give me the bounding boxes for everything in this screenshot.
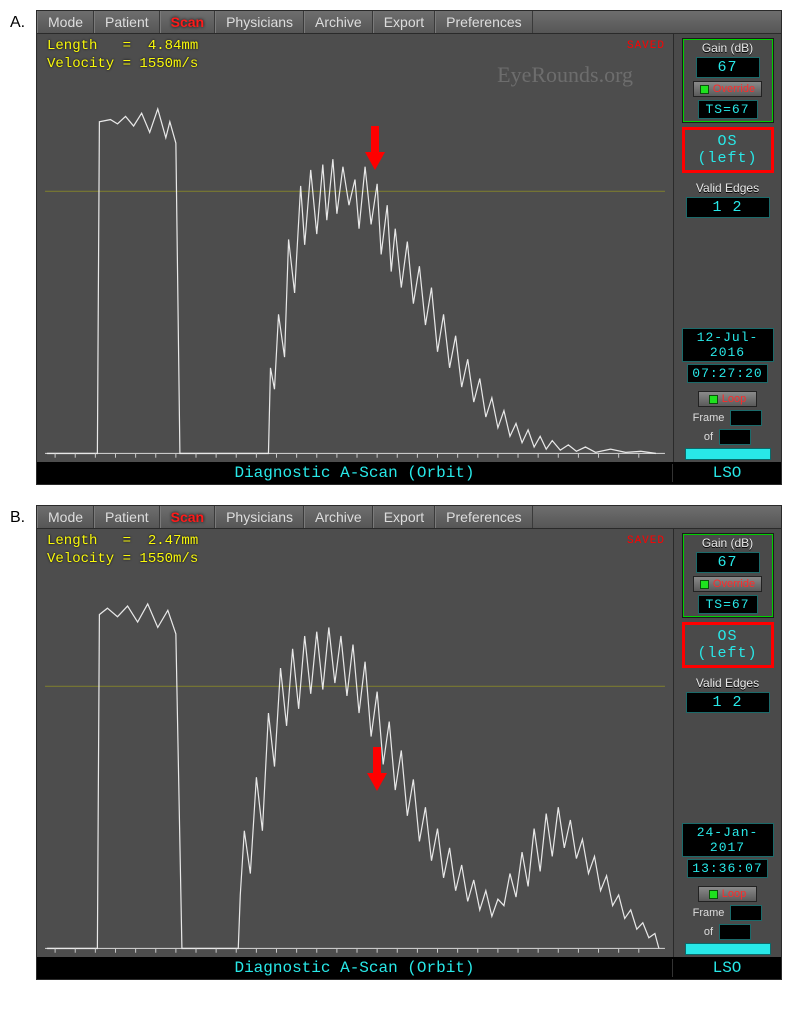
time-value: 13:36:07 [687,859,767,878]
side-panel: Gain (dB) 67 Override TS=67 OS(left) Val… [673,529,781,957]
velocity-readout: Velocity = 1550m/s [47,56,198,72]
valid-edges-title: Valid Edges [682,676,774,690]
menu-preferences[interactable]: Preferences [435,506,532,528]
menu-mode[interactable]: Mode [37,506,94,528]
frame-of-row: of [682,429,774,445]
progress-bar [685,448,771,460]
status-probe: LSO [672,959,781,977]
menu-physicians[interactable]: Physicians [215,11,304,33]
menu-archive[interactable]: Archive [304,506,373,528]
ts-value: TS=67 [698,100,758,119]
panel-label: A. [10,10,36,32]
led-icon [700,85,709,94]
menu-archive[interactable]: Archive [304,11,373,33]
status-mode: Diagnostic A-Scan (Orbit) [37,464,672,482]
led-icon [709,395,718,404]
app-window: ModePatientScanPhysiciansArchiveExportPr… [36,10,782,485]
valid-edges-block: Valid Edges 1 2 [682,177,774,218]
waveform-plot [37,34,673,462]
arrow-icon [365,126,385,172]
frame-row: Frame [682,410,774,426]
scan-area: Length = 2.47mm Velocity = 1550m/s SAVED [37,529,673,957]
velocity-readout: Velocity = 1550m/s [47,551,198,567]
frame-value [730,410,762,426]
length-readout: Length = 4.84mm [47,38,198,54]
led-icon [700,580,709,589]
loop-button[interactable]: Loop [698,391,757,407]
menu-export[interactable]: Export [373,506,435,528]
loop-block: Loop Frame of [682,882,774,957]
status-mode: Diagnostic A-Scan (Orbit) [37,959,672,977]
length-readout: Length = 2.47mm [47,533,198,549]
app-window: ModePatientScanPhysiciansArchiveExportPr… [36,505,782,980]
valid-edges-title: Valid Edges [682,181,774,195]
date-value: 12-Jul-2016 [682,328,774,362]
side-panel: Gain (dB) 67 Override TS=67 OS(left) Val… [673,34,781,462]
frame-of-value [719,924,751,940]
eye-value: OS(left) [685,627,771,663]
gain-title: Gain (dB) [683,536,773,550]
menu-physicians[interactable]: Physicians [215,506,304,528]
status-probe: LSO [672,464,781,482]
arrow-icon [367,747,387,793]
menu-bar: ModePatientScanPhysiciansArchiveExportPr… [37,11,781,34]
frame-of-row: of [682,924,774,940]
loop-block: Loop Frame of [682,387,774,462]
valid-edges-value: 1 2 [686,197,770,218]
ts-value: TS=67 [698,595,758,614]
status-bar: Diagnostic A-Scan (Orbit) LSO [37,462,781,484]
menu-patient[interactable]: Patient [94,506,160,528]
date-value: 24-Jan-2017 [682,823,774,857]
menu-mode[interactable]: Mode [37,11,94,33]
eye-value: OS(left) [685,132,771,168]
frame-row: Frame [682,905,774,921]
override-button[interactable]: Override [693,576,762,592]
gain-value: 67 [696,57,760,78]
scan-area: Length = 4.84mm Velocity = 1550m/s SAVED… [37,34,673,462]
datetime-block: 12-Jul-2016 07:27:20 [682,328,774,383]
eye-selector[interactable]: OS(left) [682,127,774,173]
led-icon [709,890,718,899]
time-value: 07:27:20 [687,364,767,383]
menu-scan[interactable]: Scan [160,506,215,528]
valid-edges-block: Valid Edges 1 2 [682,672,774,713]
gain-block: Gain (dB) 67 Override TS=67 [682,38,774,123]
gain-value: 67 [696,552,760,573]
status-bar: Diagnostic A-Scan (Orbit) LSO [37,957,781,979]
eye-selector[interactable]: OS(left) [682,622,774,668]
override-button[interactable]: Override [693,81,762,97]
valid-edges-value: 1 2 [686,692,770,713]
waveform-plot [37,529,673,957]
panel-label: B. [10,505,36,527]
frame-of-value [719,429,751,445]
menu-export[interactable]: Export [373,11,435,33]
gain-title: Gain (dB) [683,41,773,55]
frame-value [730,905,762,921]
gain-block: Gain (dB) 67 Override TS=67 [682,533,774,618]
menu-patient[interactable]: Patient [94,11,160,33]
menu-preferences[interactable]: Preferences [435,11,532,33]
menu-scan[interactable]: Scan [160,11,215,33]
saved-label: SAVED [627,535,665,547]
menu-bar: ModePatientScanPhysiciansArchiveExportPr… [37,506,781,529]
loop-button[interactable]: Loop [698,886,757,902]
progress-bar [685,943,771,955]
watermark: EyeRounds.org [497,62,633,88]
datetime-block: 24-Jan-2017 13:36:07 [682,823,774,878]
saved-label: SAVED [627,40,665,52]
